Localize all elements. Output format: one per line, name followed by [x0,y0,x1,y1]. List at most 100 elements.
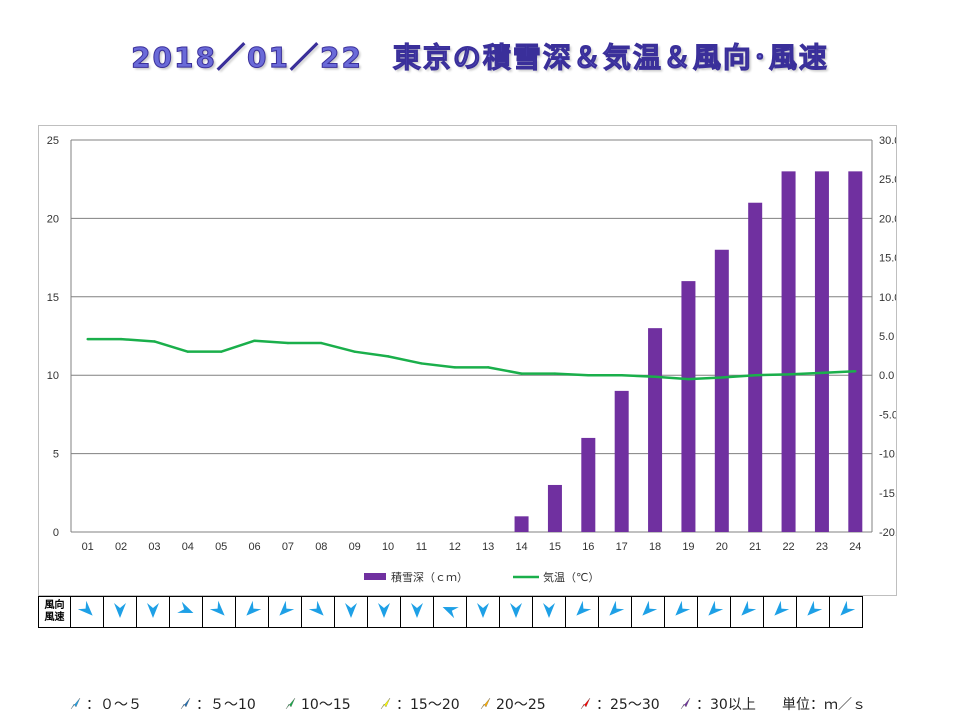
legend-label-temp: 気温（℃） [543,570,599,584]
y-right-tick-label: -15.0 [879,488,896,500]
snow-depth-bar [781,171,796,533]
x-tick-label: 10 [382,541,394,553]
wind-arrow-icon [741,600,757,616]
x-tick-label: 19 [682,541,694,553]
snow-depth-bar [614,390,629,532]
y-right-tick-label: 15.0 [879,253,896,265]
x-tick-label: 02 [115,541,127,553]
y-left-tick-label: 0 [53,527,59,539]
wind-arrow-icon [147,603,159,618]
x-tick-label: 06 [248,541,260,553]
temperature-point [386,355,390,358]
snow-depth-bar [681,281,696,532]
y-right-tick-label: 30.0 [879,135,896,147]
x-tick-label: 15 [549,541,561,553]
snow-depth-bar [547,484,562,532]
temperature-point [86,337,89,341]
temperature-point [820,371,824,375]
wind-arrow-icon [477,603,489,618]
wind-legend-item: ：15～20 [380,692,460,716]
x-tick-label: 20 [716,541,728,553]
wind-legend-label: ：15～20 [396,697,460,713]
wind-arrow-icon [246,600,262,616]
wind-arrow-icon [378,603,390,618]
wind-legend-label: ：０～５ [86,697,142,713]
legend-swatch-snow [364,573,386,580]
wind-cell [169,596,203,628]
x-tick-label: 14 [515,541,527,553]
y-right-tick-label: 20.0 [879,213,896,225]
wind-legend-item: 20～25 [480,692,546,716]
wind-arrow-icon [774,600,790,616]
wind-cell [433,596,467,628]
y-right-tick-label: -10.0 [879,449,896,461]
wind-legend-arrow-icon [380,697,391,710]
temperature-line [87,337,856,381]
temperature-point [720,376,724,379]
x-tick-label: 08 [315,541,327,553]
temperature-point [687,377,690,381]
x-tick-label: 23 [816,541,828,553]
y-right-tick-label: 5.0 [879,331,894,343]
wind-cell [565,596,599,628]
wind-legend-label: 20～25 [496,697,546,713]
wind-legend-label: ：30以上 [696,697,756,713]
wind-legend-item: ：５～10 [180,692,256,716]
x-tick-label: 12 [449,541,461,553]
temperature-point [854,370,857,373]
wind-cell [103,596,137,628]
wind-arrow-icon [308,600,324,616]
wind-arrow-icon [675,600,691,616]
wind-cell [796,596,830,628]
temperature-point [286,341,290,345]
wind-table: 風向 風速 [38,596,863,628]
temperature-point [753,374,757,377]
wind-cell [631,596,665,628]
x-tick-label: 17 [616,541,628,553]
snow-depth-bar [848,171,863,533]
x-tick-label: 13 [482,541,494,553]
y-left-tick-label: 5 [53,449,59,461]
y-right-tick-label: 10.0 [879,292,896,304]
temperature-point [253,339,256,342]
y-left-tick-label: 25 [47,135,59,147]
wind-arrow-icon [510,603,522,618]
y-left-tick-label: 15 [47,292,59,304]
temperature-point [186,350,190,353]
temperature-point [119,337,123,341]
snow-depth-bar [748,202,763,532]
wind-arrow-icon [442,606,459,619]
wind-legend-item: 10～15 [285,692,351,716]
temperature-point [420,362,423,365]
wind-row: 風向 風速 [38,596,863,628]
wind-cell [664,596,698,628]
temperature-point [320,341,323,345]
wind-arrow-icon [345,603,357,618]
x-tick-label: 03 [148,541,160,553]
wind-arrow-icon [77,600,93,616]
x-tick-label: 09 [349,541,361,553]
x-tick-label: 22 [782,541,794,553]
wind-cell [466,596,500,628]
wind-arrow-icon [411,603,423,618]
temperature-point [787,373,790,376]
snow-depth-bar [581,437,596,532]
x-tick-label: 04 [182,541,194,553]
wind-cell [70,596,104,628]
temperature-point [553,372,557,375]
snow-depth-bar [814,171,829,533]
wind-arrow-icon [840,600,856,616]
wind-arrow-icon [807,600,823,616]
wind-legend-label: ：25～30 [596,697,660,713]
chart-svg: 0510152025-20.0-15.0-10.0-5.00.05.010.01… [47,135,896,584]
wind-cell [499,596,533,628]
y-left-tick-label: 20 [47,213,59,225]
wind-legend-arrow-icon [580,697,591,710]
y-right-tick-label: -20.0 [879,527,896,539]
snow-depth-bar [648,328,663,532]
wind-legend-arrow-icon [70,697,81,710]
x-tick-label: 18 [649,541,661,553]
snow-depth-bar [714,249,729,532]
wind-legend-label: 10～15 [301,697,351,713]
temperature-point [153,340,156,343]
